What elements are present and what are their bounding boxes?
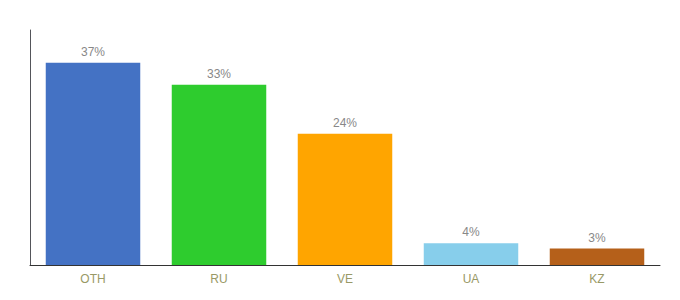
- svg-text:4%: 4%: [462, 225, 480, 239]
- svg-text:24%: 24%: [333, 116, 357, 130]
- svg-text:33%: 33%: [207, 67, 231, 81]
- svg-text:RU: RU: [210, 272, 227, 286]
- svg-text:KZ: KZ: [589, 272, 604, 286]
- svg-text:3%: 3%: [588, 231, 606, 245]
- svg-text:OTH: OTH: [80, 272, 105, 286]
- svg-text:VE: VE: [337, 272, 353, 286]
- svg-text:UA: UA: [463, 272, 480, 286]
- svg-text:37%: 37%: [81, 45, 105, 59]
